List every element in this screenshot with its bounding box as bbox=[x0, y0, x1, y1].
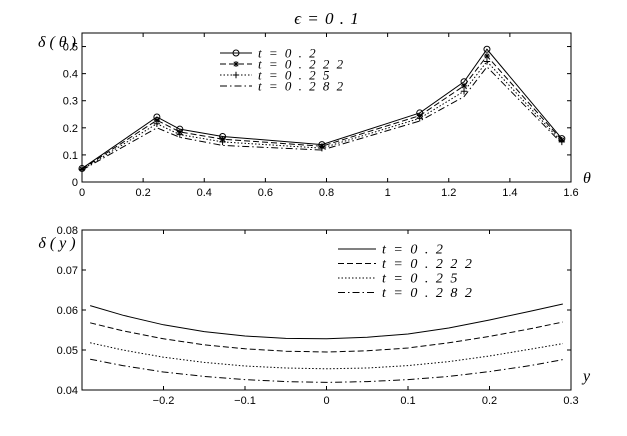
y-tick-label: 0.5 bbox=[63, 42, 78, 54]
axes-frame bbox=[81, 32, 572, 183]
marker-plus bbox=[232, 71, 240, 79]
series-line-2 bbox=[90, 321, 563, 353]
y-tick-label: 0.06 bbox=[57, 305, 78, 317]
marker-plus bbox=[416, 115, 423, 122]
x-tick-label: −0.2 bbox=[153, 395, 175, 407]
y-axis-label: δ ( θ ) bbox=[38, 34, 76, 51]
marker-star bbox=[461, 82, 468, 89]
y-tick-label: 0.04 bbox=[57, 385, 78, 397]
legend-label-4: t = 0 . 2 8 2 bbox=[382, 286, 474, 301]
marker-plus bbox=[483, 58, 491, 65]
x-tick-label: 1.2 bbox=[441, 187, 456, 199]
x-tick-label: 0.2 bbox=[135, 187, 150, 199]
legend-label-3: t = 0 . 2 5 bbox=[382, 272, 459, 287]
figure-title: ϵ = 0 . 1 bbox=[294, 9, 360, 28]
x-tick-label: 0.3 bbox=[563, 395, 578, 407]
y-tick-label: 0.05 bbox=[57, 345, 78, 357]
y-tick-label: 0.1 bbox=[63, 150, 78, 162]
marker-circle bbox=[483, 45, 491, 53]
legend-label-1: t = 0 . 2 bbox=[382, 243, 445, 258]
y-tick-label: 0.2 bbox=[63, 123, 78, 135]
legend-label-2: t = 0 . 2 2 2 bbox=[382, 257, 474, 272]
legend-label-3: t = 0 . 2 5 bbox=[258, 68, 331, 83]
x-tick-label: 0 bbox=[323, 395, 329, 407]
x-tick-label: 0.2 bbox=[482, 395, 497, 407]
x-axis-label: θ bbox=[583, 170, 591, 187]
bottom-plot: 0.04 0.05 0.06 0.07 0.08 −0.2 −0.1 0 0.1 0.2 0.3 δ … bbox=[38, 225, 591, 407]
axes-frame bbox=[81, 229, 572, 391]
x-tick-label: 0.8 bbox=[319, 187, 334, 199]
marker-star bbox=[233, 61, 239, 67]
x-tick-label: 0 bbox=[79, 187, 85, 199]
x-tick-label: 0.1 bbox=[400, 395, 415, 407]
series-line-3 bbox=[90, 342, 563, 370]
marker-star bbox=[153, 117, 160, 124]
legend-label-2: t = 0 . 2 2 2 bbox=[258, 57, 345, 72]
x-tick-label: 0.6 bbox=[258, 187, 273, 199]
x-tick-label: 1.4 bbox=[502, 187, 517, 199]
y-tick-label: 0.08 bbox=[57, 225, 78, 237]
series-line-4 bbox=[90, 358, 563, 383]
marker-plus bbox=[318, 144, 326, 152]
marker-plus bbox=[219, 138, 226, 146]
marker-plus bbox=[153, 120, 161, 127]
x-axis-label: y bbox=[581, 368, 591, 385]
series-line-1 bbox=[90, 303, 563, 340]
y-tick-label: 0.3 bbox=[63, 96, 78, 108]
y-tick-label: 0.4 bbox=[63, 69, 78, 81]
top-plot: 0 0.1 0.2 0.3 0.4 0.5 0 0.2 0.4 0.6 0.8 1 1.2 1.4 1.6 δ… bbox=[38, 32, 591, 199]
y-tick-label: 0.07 bbox=[57, 265, 78, 277]
x-tick-label: 0.4 bbox=[197, 187, 212, 199]
y-tick-label: 0 bbox=[72, 177, 78, 189]
marker-circle bbox=[232, 49, 240, 57]
marker-plus bbox=[460, 88, 468, 95]
x-tick-label: −0.1 bbox=[234, 395, 256, 407]
marker-plus bbox=[558, 138, 566, 146]
legend-label-1: t = 0 . 2 bbox=[258, 46, 318, 61]
legend-label-4: t = 0 . 2 8 2 bbox=[258, 79, 345, 94]
x-tick-label: 1 bbox=[385, 187, 391, 199]
series-line-4 bbox=[81, 66, 563, 171]
y-axis-label: δ ( y ) bbox=[38, 235, 75, 252]
marker-plus bbox=[176, 131, 183, 138]
marker-star bbox=[483, 53, 490, 60]
x-tick-label: 1.6 bbox=[563, 187, 578, 199]
